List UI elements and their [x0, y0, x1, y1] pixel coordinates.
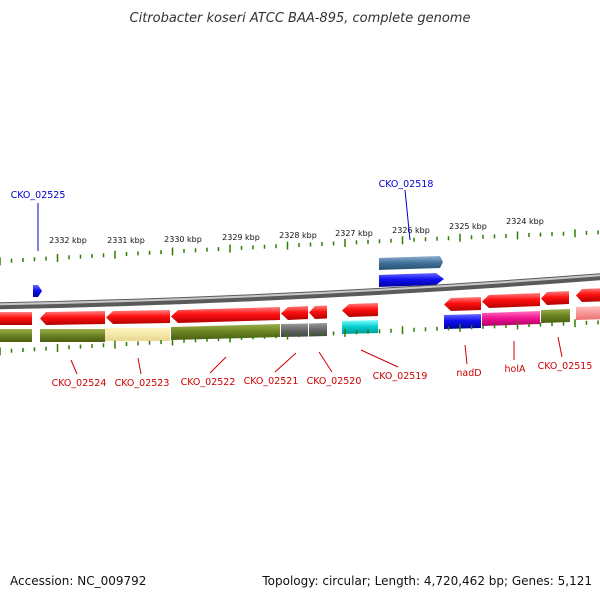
forward-gene-labels: CKO_02525 CKO_02518	[11, 179, 434, 251]
gene-cko02522-arrow[interactable]	[171, 307, 280, 323]
scale-label: 2332 kbp	[49, 236, 87, 245]
label-leader	[557, 336, 563, 358]
gene-cko02525-arrow[interactable]	[33, 285, 42, 297]
category-block	[171, 324, 280, 340]
lower-scale-ticks	[0, 319, 599, 356]
scale-labels: 2332 kbp 2331 kbp 2330 kbp 2329 kbp 2328…	[49, 217, 544, 245]
gene-label-cko02521[interactable]: CKO_02521	[244, 376, 299, 387]
gene-label-cko02519[interactable]: CKO_02519	[373, 371, 428, 382]
reverse-strand-genes	[0, 288, 600, 325]
map-title: Citrobacter koseri ATCC BAA-895, complet…	[130, 11, 471, 26]
gene-red-arrow[interactable]	[0, 312, 32, 325]
scale-label: 2326 kbp	[392, 226, 430, 235]
category-block	[0, 329, 32, 342]
gene-label-cko02523[interactable]: CKO_02523	[115, 378, 170, 389]
genome-summary-text: Topology: circular; Length: 4,720,462 bp…	[261, 574, 592, 588]
category-block	[541, 309, 570, 323]
scale-label: 2324 kbp	[506, 217, 544, 226]
gene-cko02523-arrow[interactable]	[106, 310, 170, 324]
gene-label-cko02524[interactable]: CKO_02524	[52, 378, 107, 389]
category-block	[281, 323, 308, 337]
category-block	[40, 329, 105, 342]
gene-cko02518-upper[interactable]	[379, 256, 443, 270]
gene-red-edge-arrow[interactable]	[576, 288, 600, 302]
forward-strand-genes	[33, 256, 444, 297]
accession-text: Accession: NC_009792	[10, 574, 146, 588]
label-leader	[404, 189, 411, 241]
gene-label-cko02522[interactable]: CKO_02522	[181, 377, 236, 388]
label-leader	[209, 356, 227, 374]
scale-label: 2331 kbp	[107, 236, 145, 245]
gene-label-hola[interactable]: holA	[505, 364, 526, 375]
gene-cko02518-arrow[interactable]	[379, 273, 444, 287]
category-block	[342, 320, 378, 334]
gene-cko02520-arrow[interactable]	[309, 305, 327, 320]
label-leader	[360, 349, 399, 368]
category-block	[576, 306, 600, 320]
category-block	[309, 323, 327, 337]
label-leader	[274, 352, 297, 373]
scale-ticks	[0, 229, 599, 266]
scale-label: 2325 kbp	[449, 222, 487, 231]
gene-cko02515-arrow[interactable]	[541, 291, 569, 305]
scale-label: 2328 kbp	[279, 231, 317, 240]
label-leader	[137, 357, 142, 375]
gene-label-cko02525[interactable]: CKO_02525	[11, 190, 66, 201]
scale-label: 2330 kbp	[164, 235, 202, 244]
gene-label-nadd[interactable]: nadD	[456, 368, 481, 379]
gene-label-cko02515[interactable]: CKO_02515	[538, 361, 593, 372]
category-block	[105, 328, 170, 341]
label-leader	[464, 344, 468, 365]
genome-backbone	[0, 273, 600, 310]
gene-cko02519-arrow[interactable]	[342, 303, 378, 317]
genome-backbone-highlight	[0, 274, 600, 306]
gene-hola-arrow[interactable]	[482, 293, 540, 308]
label-leader	[318, 351, 333, 373]
gene-cko02521-arrow[interactable]	[281, 306, 308, 320]
gene-label-cko02520[interactable]: CKO_02520	[307, 376, 362, 387]
gene-cko02524-arrow[interactable]	[40, 311, 105, 325]
category-block	[482, 311, 540, 326]
scale-label: 2329 kbp	[222, 233, 260, 242]
label-leader	[70, 359, 78, 375]
gene-naddd-arrow[interactable]	[444, 297, 481, 311]
reverse-gene-labels: CKO_02524 CKO_02523 CKO_02522 CKO_02521 …	[52, 336, 593, 389]
gene-label-cko02518[interactable]: CKO_02518	[379, 179, 434, 190]
scale-label: 2327 kbp	[335, 229, 373, 238]
category-block	[444, 314, 481, 329]
